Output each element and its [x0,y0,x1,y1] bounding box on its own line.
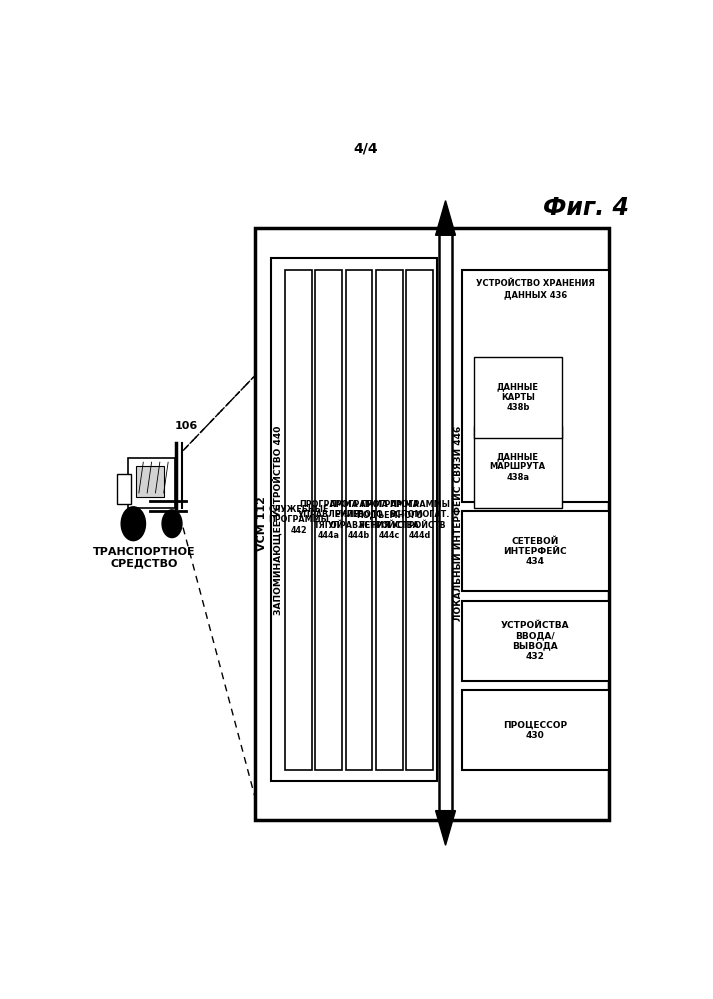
Bar [285,270,312,770]
Polygon shape [436,810,456,845]
Text: СЛУЖЕБНЫЕ
ПРОГРАММЫ
442: СЛУЖЕБНЫЕ ПРОГРАММЫ 442 [268,504,329,534]
Bar [439,236,451,810]
Bar [117,474,130,504]
Text: 106: 106 [174,422,198,432]
Text: ЗАПОМИНАЮЩЕЕ УСТРОЙСТВО 440: ЗАПОМИНАЮЩЕЕ УСТРОЙСТВО 440 [273,426,283,614]
Bar [474,357,562,438]
Text: ПРОЦЕССОР
430: ПРОЦЕССОР 430 [503,720,568,739]
Text: ПРОГРАММЫ
ВСПОМОГАТ.
УСТРОЙСТВ
444d: ПРОГРАММЫ ВСПОМОГАТ. УСТРОЙСТВ 444d [389,500,450,540]
Bar [136,466,164,497]
Bar [255,228,608,820]
Bar [272,259,437,781]
Circle shape [162,509,182,537]
Text: ПРОГРАММА
УПРАВЛЕНИЯ
ТЯГОЙ
444a: ПРОГРАММА УПРАВЛЕНИЯ ТЯГОЙ 444a [297,500,360,540]
Text: 4/4: 4/4 [353,141,378,155]
Text: ДАННЫЕ
МАРШРУТА
438a: ДАННЫЕ МАРШРУТА 438a [490,453,546,482]
Bar [406,270,433,770]
Text: VCM 112: VCM 112 [257,497,267,551]
Bar [128,459,175,508]
Bar [474,427,562,507]
Bar [376,270,403,770]
Text: ПРОГРАММА
ПОДЪЕМНОГО
УСТРОЙСТВА
444c: ПРОГРАММА ПОДЪЕМНОГО УСТРОЙСТВА 444c [356,500,423,540]
Text: УСТРОЙСТВО ХРАНЕНИЯ
ДАННЫХ 436: УСТРОЙСТВО ХРАНЕНИЯ ДАННЫХ 436 [476,280,595,299]
Text: ТРАНСПОРТНОЕ
СРЕДСТВО: ТРАНСПОРТНОЕ СРЕДСТВО [93,546,195,568]
Text: ЛОКАЛЬНЫЙ ИНТЕРФЕЙС СВЯЗИ 446: ЛОКАЛЬНЫЙ ИНТЕРФЕЙС СВЯЗИ 446 [453,426,463,620]
Bar [462,270,609,502]
Bar [315,270,342,770]
Text: СЕТЕВОЙ
ИНТЕРФЕЙС
434: СЕТЕВОЙ ИНТЕРФЕЙС 434 [503,536,567,566]
Bar [462,511,609,591]
Bar [462,600,609,680]
Text: УСТРОЙСТВА
ВВОДА/
ВЫВОДА
432: УСТРОЙСТВА ВВОДА/ ВЫВОДА 432 [501,620,570,660]
Text: ПРОГРАММА
РУЛЕВОГО
УПРАВЛЕНИЯ
444b: ПРОГРАММА РУЛЕВОГО УПРАВЛЕНИЯ 444b [328,500,391,540]
Text: ДАННЫЕ
КАРТЫ
438b: ДАННЫЕ КАРТЫ 438b [497,383,539,413]
Text: Фиг. 4: Фиг. 4 [543,197,630,221]
Bar [346,270,372,770]
Polygon shape [436,201,456,236]
Bar [462,690,609,770]
Circle shape [121,506,145,540]
